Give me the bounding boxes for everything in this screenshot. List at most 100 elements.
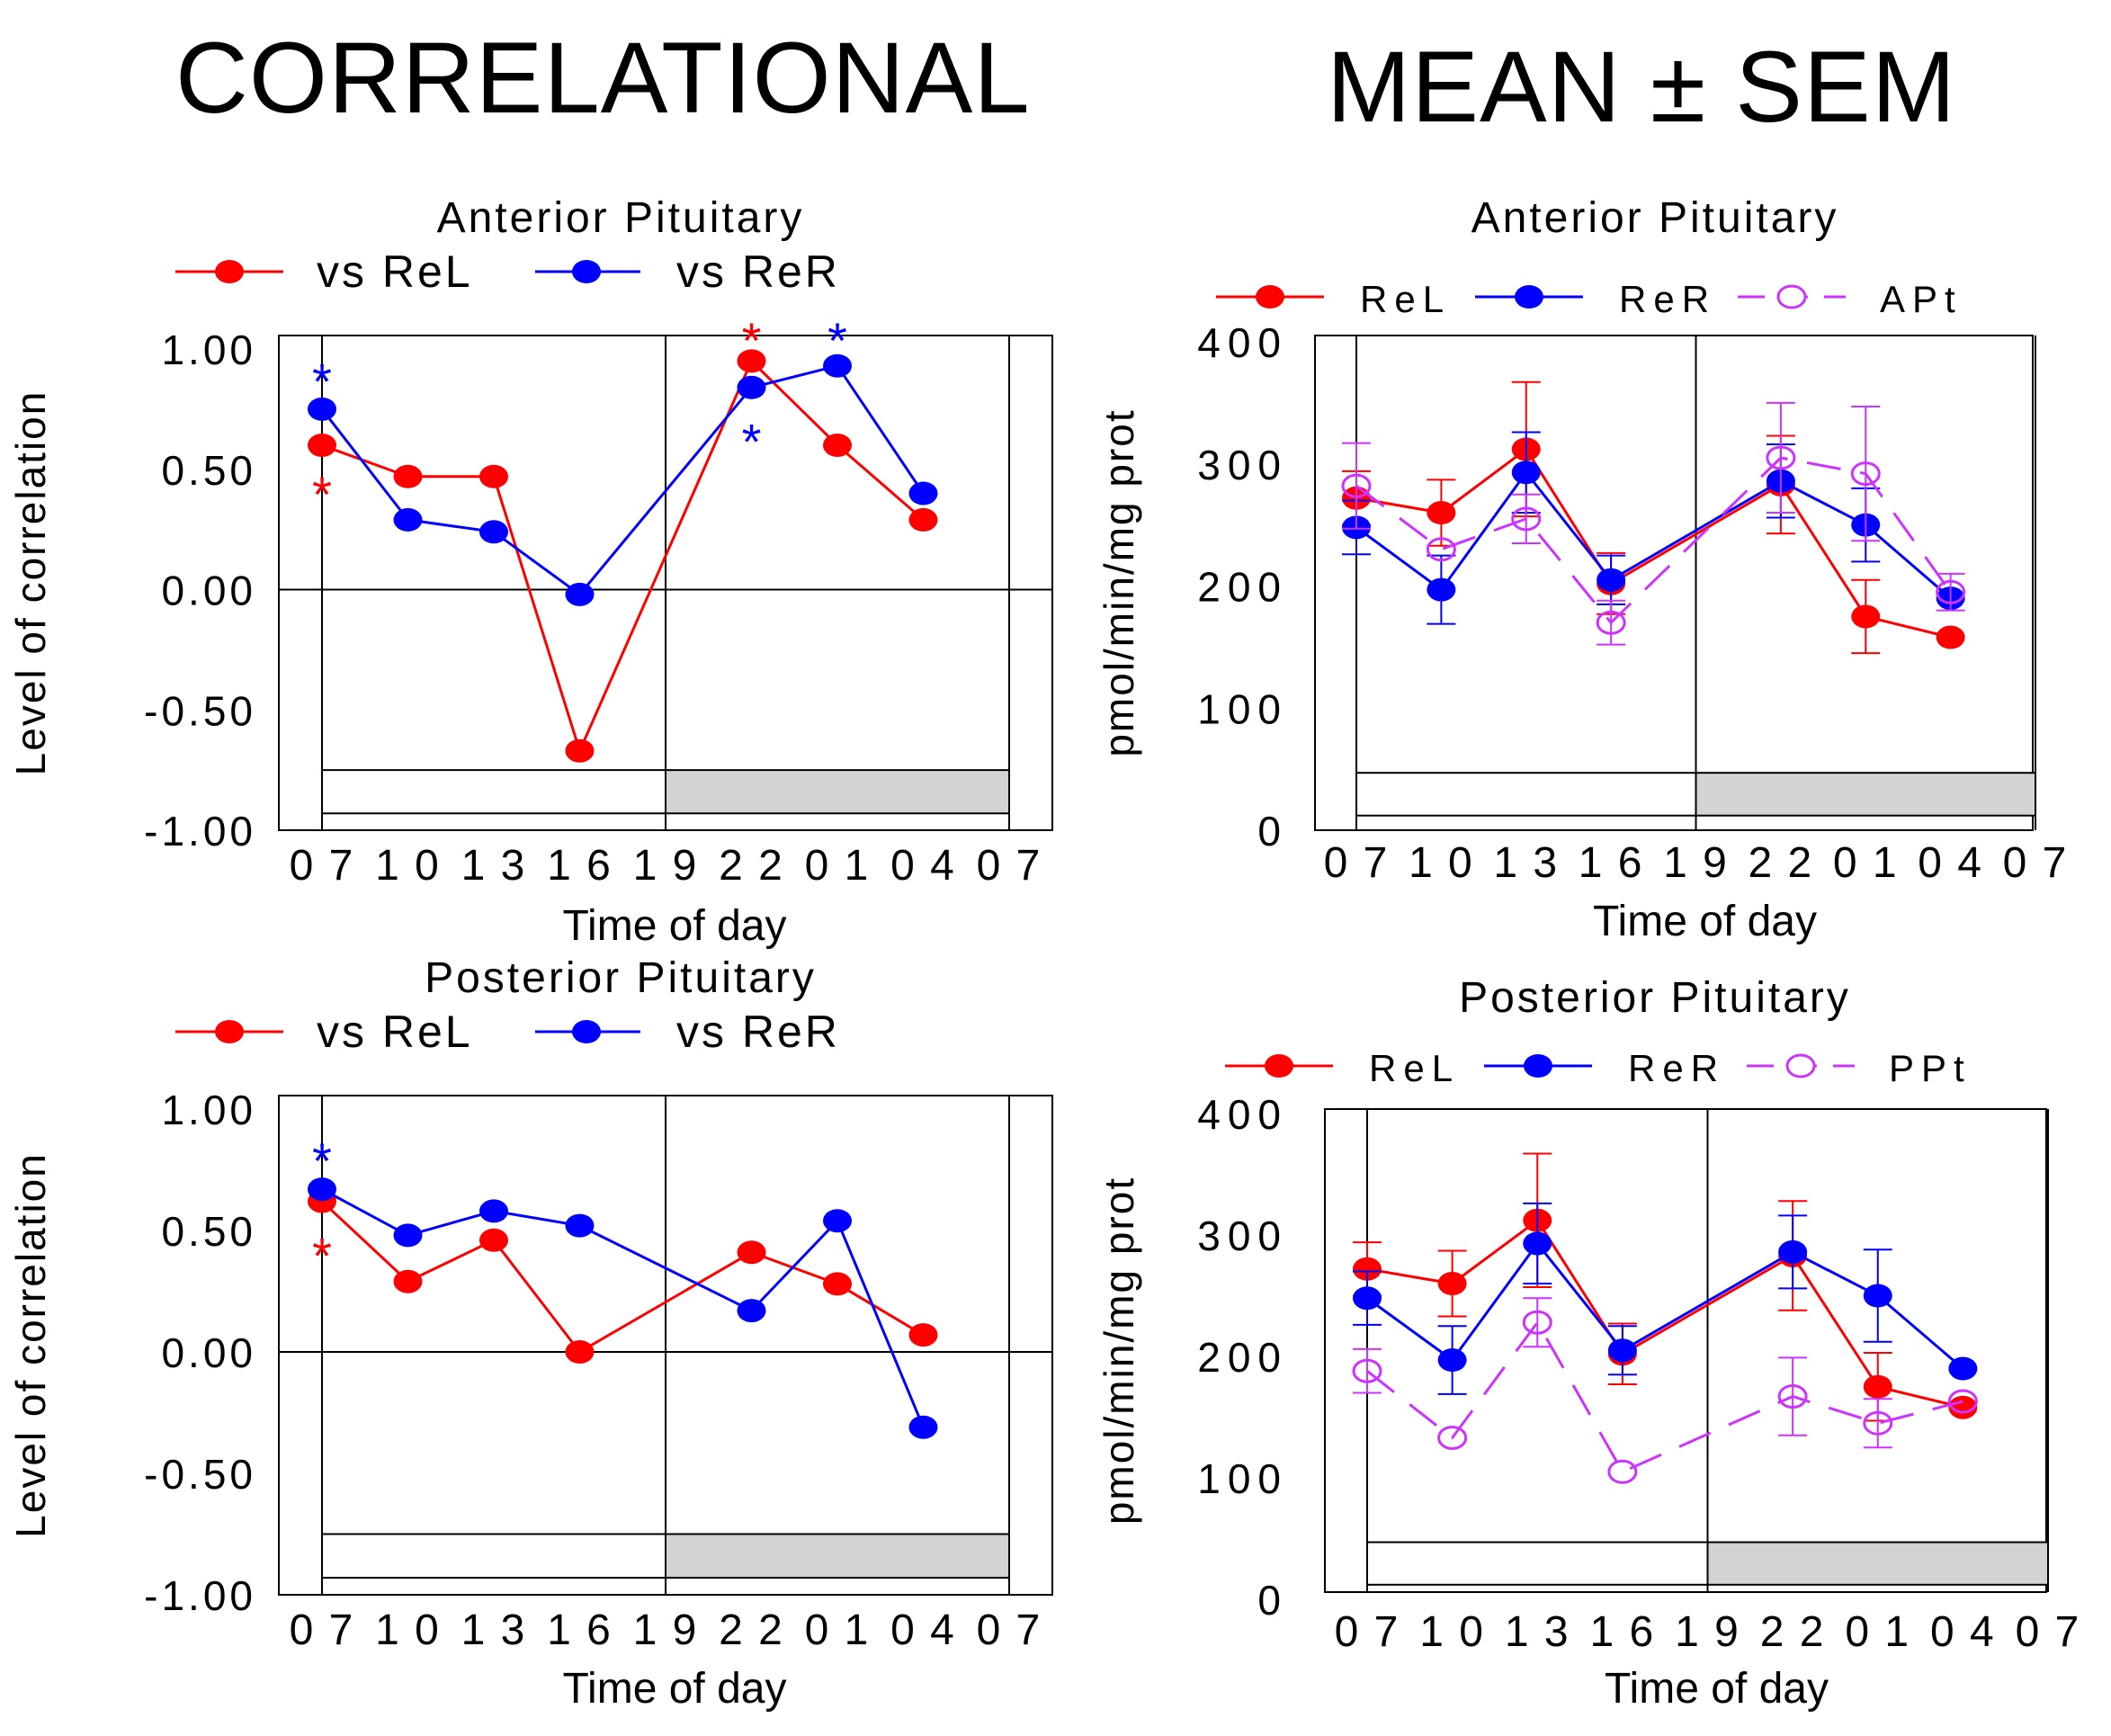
mean-anterior-dark-period-bar bbox=[1695, 772, 2036, 817]
mean-posterior-x-tick-label: 0 1 bbox=[1845, 1608, 1910, 1656]
mean-posterior-data-point bbox=[1863, 1284, 1892, 1308]
mean-anterior-data-point bbox=[1511, 506, 1542, 532]
mean-posterior-data-point bbox=[1607, 1459, 1638, 1484]
mean-posterior-data-point bbox=[1437, 1272, 1467, 1295]
corr-posterior-x-tick-label: 0 4 bbox=[890, 1606, 956, 1654]
corr-anterior-y-tick-label: 1.00 bbox=[161, 327, 256, 373]
mean-posterior-data-point bbox=[1607, 1338, 1637, 1363]
corr-posterior-legend-label: vs ReL bbox=[317, 1007, 473, 1057]
mean-anterior-legend: ReL ReR APt bbox=[1216, 278, 1963, 320]
mean-posterior-y-tick-label: 300 bbox=[1197, 1213, 1288, 1259]
corr-anterior-series-line-0 bbox=[321, 358, 925, 755]
corr-posterior-legend: vs ReL vs ReR bbox=[175, 1007, 837, 1057]
mean-posterior-y-tick-label: 200 bbox=[1197, 1334, 1288, 1381]
corr-anterior-data-point bbox=[823, 353, 852, 378]
mean-anterior-series-1 bbox=[1342, 431, 1965, 625]
mean-anterior-data-point bbox=[1597, 568, 1626, 592]
mean-anterior-y-tick-label: 200 bbox=[1197, 564, 1288, 611]
corr-posterior-y-tick-label: -1.00 bbox=[144, 1572, 256, 1619]
mean-anterior-legend-marker bbox=[1256, 285, 1284, 309]
mean-posterior-data-point bbox=[1437, 1425, 1468, 1450]
mean-posterior-data-point bbox=[1778, 1239, 1808, 1264]
mean-anterior-title: Anterior Pituitary bbox=[1471, 194, 1839, 242]
mean-anterior-x-tick-label: 1 0 bbox=[1409, 839, 1474, 887]
mean-posterior-dark-period-bar bbox=[1706, 1541, 2049, 1586]
mean-posterior-light-period-bar bbox=[1366, 1541, 1709, 1586]
corr-anterior-title: Anterior Pituitary bbox=[437, 194, 805, 242]
corr-anterior-data-point bbox=[565, 738, 595, 763]
corr-anterior-data-point bbox=[823, 434, 852, 457]
mean-posterior-x-tick-label: 1 9 bbox=[1675, 1608, 1740, 1656]
corr-anterior-legend-marker bbox=[215, 260, 244, 283]
corr-anterior-series-0 bbox=[308, 349, 938, 763]
mean-posterior-data-point bbox=[1863, 1374, 1892, 1399]
corr-posterior-data-point bbox=[393, 1269, 423, 1293]
mean-anterior-legend-label: ReL bbox=[1360, 278, 1451, 320]
mean-anterior-x-tick-label: 1 6 bbox=[1579, 839, 1644, 887]
corr-posterior-x-tick-label: 2 2 bbox=[719, 1606, 784, 1654]
corr-anterior-data-point bbox=[908, 507, 938, 532]
mean-anterior-data-point bbox=[1596, 610, 1626, 635]
corr-posterior-y-tick-label: -0.50 bbox=[144, 1451, 256, 1498]
mean-anterior-data-point bbox=[1427, 501, 1456, 525]
corr-posterior-y-tick-label: 0.00 bbox=[161, 1329, 256, 1376]
corr-posterior-x-tick-label: 1 9 bbox=[633, 1606, 699, 1654]
mean-anterior-x-tick-label: 1 9 bbox=[1663, 839, 1729, 887]
corr-anterior-dark-period-bar bbox=[665, 769, 1010, 815]
corr-posterior-x-tick-label: 0 1 bbox=[805, 1606, 871, 1654]
heading-correlational: CORRELATIONAL bbox=[175, 22, 1031, 134]
corr-posterior-chart: 1.00 0.50 0.00 -0.50 -1.00 0 7 1 0 1 3 1 6 1 9 2 2… bbox=[7, 954, 1053, 1713]
corr-anterior-y-tick-label: -1.00 bbox=[144, 808, 256, 855]
mean-posterior-x-tick-label: 1 3 bbox=[1505, 1608, 1570, 1656]
corr-posterior-data-point bbox=[908, 1323, 938, 1347]
mean-posterior-series-2 bbox=[1352, 1297, 1978, 1484]
mean-anterior-x-tick-label: 0 1 bbox=[1833, 839, 1899, 887]
corr-posterior-x-axis-label: Time of day bbox=[563, 1665, 787, 1713]
mean-posterior-x-tick-label: 1 0 bbox=[1419, 1608, 1485, 1656]
corr-posterior-data-point bbox=[737, 1299, 766, 1323]
mean-anterior-data-point bbox=[1511, 461, 1541, 485]
mean-posterior-y-tick-label: 400 bbox=[1197, 1091, 1288, 1138]
corr-anterior-x-tick-label: 1 6 bbox=[547, 842, 613, 890]
corr-posterior-legend-marker bbox=[572, 1020, 601, 1043]
corr-posterior-data-point bbox=[393, 1223, 423, 1248]
corr-anterior-significance-star: * bbox=[742, 312, 762, 369]
mean-posterior-x-tick-label: 2 2 bbox=[1760, 1608, 1826, 1656]
mean-anterior-legend-label: APt bbox=[1880, 278, 1963, 320]
mean-posterior-data-point bbox=[1777, 1384, 1808, 1409]
corr-anterior-significance-star: * bbox=[312, 353, 332, 409]
corr-posterior-data-point bbox=[479, 1228, 508, 1252]
mean-posterior-title: Posterior Pituitary bbox=[1459, 974, 1851, 1022]
mean-posterior-data-point bbox=[1948, 1356, 1978, 1381]
corr-anterior-x-tick-label: 0 7 bbox=[290, 842, 355, 890]
mean-posterior-data-point bbox=[1523, 1231, 1552, 1256]
mean-posterior-legend-label: ReR bbox=[1628, 1047, 1725, 1089]
corr-anterior-x-tick-label: 0 7 bbox=[977, 842, 1042, 890]
mean-anterior-y-tick-label: 400 bbox=[1197, 319, 1288, 366]
mean-posterior-x-tick-label: 0 7 bbox=[2016, 1608, 2081, 1656]
corr-posterior-data-point bbox=[823, 1209, 852, 1233]
corr-anterior-significance-star: * bbox=[827, 312, 847, 369]
corr-anterior-chart: 1.00 0.50 0.00 -0.50 -1.00 0 7 1 0 1 3 1 6 1 9 2 2… bbox=[7, 194, 1053, 950]
corr-posterior-data-point bbox=[737, 1240, 766, 1265]
corr-anterior-significance-star: * bbox=[312, 466, 332, 523]
mean-anterior-x-tick-label: 0 4 bbox=[1918, 839, 1983, 887]
corr-posterior-significance-star: * bbox=[312, 1228, 332, 1284]
mean-posterior-data-point bbox=[1948, 1395, 1978, 1419]
mean-posterior-y-tick-label: 0 bbox=[1257, 1577, 1288, 1624]
corr-posterior-light-period-bar bbox=[321, 1533, 666, 1579]
mean-anterior-data-point bbox=[1766, 445, 1796, 470]
mean-anterior-legend-marker bbox=[1776, 284, 1807, 309]
mean-anterior-y-tick-label: 300 bbox=[1197, 442, 1288, 488]
mean-anterior-light-period-bar bbox=[1355, 772, 1697, 817]
mean-anterior-data-point bbox=[1851, 604, 1881, 629]
mean-posterior-series-1 bbox=[1353, 1202, 1978, 1395]
corr-anterior-y-tick-label: 0.00 bbox=[161, 568, 256, 614]
mean-anterior-series-2 bbox=[1341, 401, 1966, 646]
mean-posterior-data-point bbox=[1863, 1410, 1893, 1436]
corr-anterior-series-1 bbox=[308, 353, 938, 606]
mean-anterior-chart: 400 300 200 100 0 0 7 1 0 1 3 1 6 1 9 2 2 0 1 0 4 0 7… bbox=[1096, 194, 2066, 945]
corr-posterior-series-0 bbox=[308, 1189, 938, 1364]
mean-anterior-y-tick-label: 0 bbox=[1257, 808, 1288, 855]
corr-anterior-data-point bbox=[908, 481, 938, 506]
